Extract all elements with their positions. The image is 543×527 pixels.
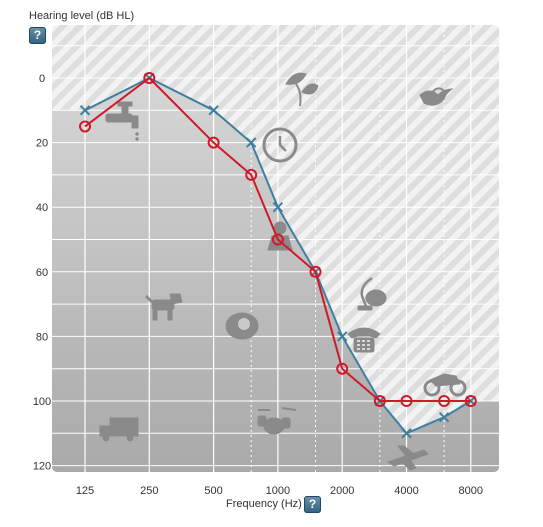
data-point-o <box>245 168 258 181</box>
clock-icon <box>262 127 298 163</box>
x-tick-label: 1000 <box>266 485 290 497</box>
y-tick-label: 20 <box>36 138 48 150</box>
data-point-o <box>79 120 91 133</box>
data-point-x <box>438 411 450 423</box>
data-point-o <box>464 395 477 407</box>
x-tick-label: 125 <box>76 485 94 497</box>
x-tick-label: 250 <box>140 485 158 497</box>
sound-icons <box>99 72 467 471</box>
data-point-x <box>79 105 91 116</box>
motorcycle-icon <box>423 373 467 397</box>
x-tick-label: 500 <box>204 485 222 497</box>
leaves-icon <box>285 72 319 107</box>
y-axis-label: Hearing level (dB HL) <box>29 10 135 22</box>
data-point-x <box>208 105 219 116</box>
x-tick-label: 4000 <box>394 485 418 497</box>
truck-icon <box>99 417 139 442</box>
series-line <box>84 77 471 402</box>
data-point-o <box>309 265 322 278</box>
data-point-o <box>336 362 349 375</box>
data-point-o <box>400 395 413 407</box>
data-point-o <box>207 136 220 149</box>
data-point-o <box>271 233 284 246</box>
data-point-o <box>438 395 451 407</box>
airplane-icon <box>386 445 429 471</box>
data-point-o <box>373 395 386 407</box>
series-1 <box>79 72 477 407</box>
y-tick-label: 40 <box>36 202 48 214</box>
x-axis-label: Frequency (Hz) <box>226 498 302 510</box>
x-tick-label: 2000 <box>330 485 354 497</box>
vacuum-icon <box>357 276 387 311</box>
y-tick-label: 0 <box>39 73 45 85</box>
data-point-o <box>143 72 156 84</box>
help-button-yaxis[interactable]: ? <box>29 27 46 44</box>
hatched-region <box>52 25 499 434</box>
phone-icon <box>347 327 381 353</box>
y-tick-label: 100 <box>33 396 51 408</box>
help-button-xaxis[interactable]: ? <box>304 496 321 513</box>
x-tick-label: 8000 <box>459 485 483 497</box>
y-tick-label: 80 <box>36 331 48 343</box>
baby-carrier-icon <box>225 312 259 340</box>
bird-icon <box>419 87 454 106</box>
faucet-icon <box>105 101 139 141</box>
drums-icon <box>257 407 297 435</box>
data-point-x <box>246 137 257 148</box>
data-point-x <box>336 331 348 342</box>
data-point-x <box>272 201 284 213</box>
dog-icon <box>144 293 183 321</box>
y-tick-label: 120 <box>33 461 51 473</box>
y-tick-label: 60 <box>36 267 48 279</box>
data-point-x <box>401 428 412 439</box>
